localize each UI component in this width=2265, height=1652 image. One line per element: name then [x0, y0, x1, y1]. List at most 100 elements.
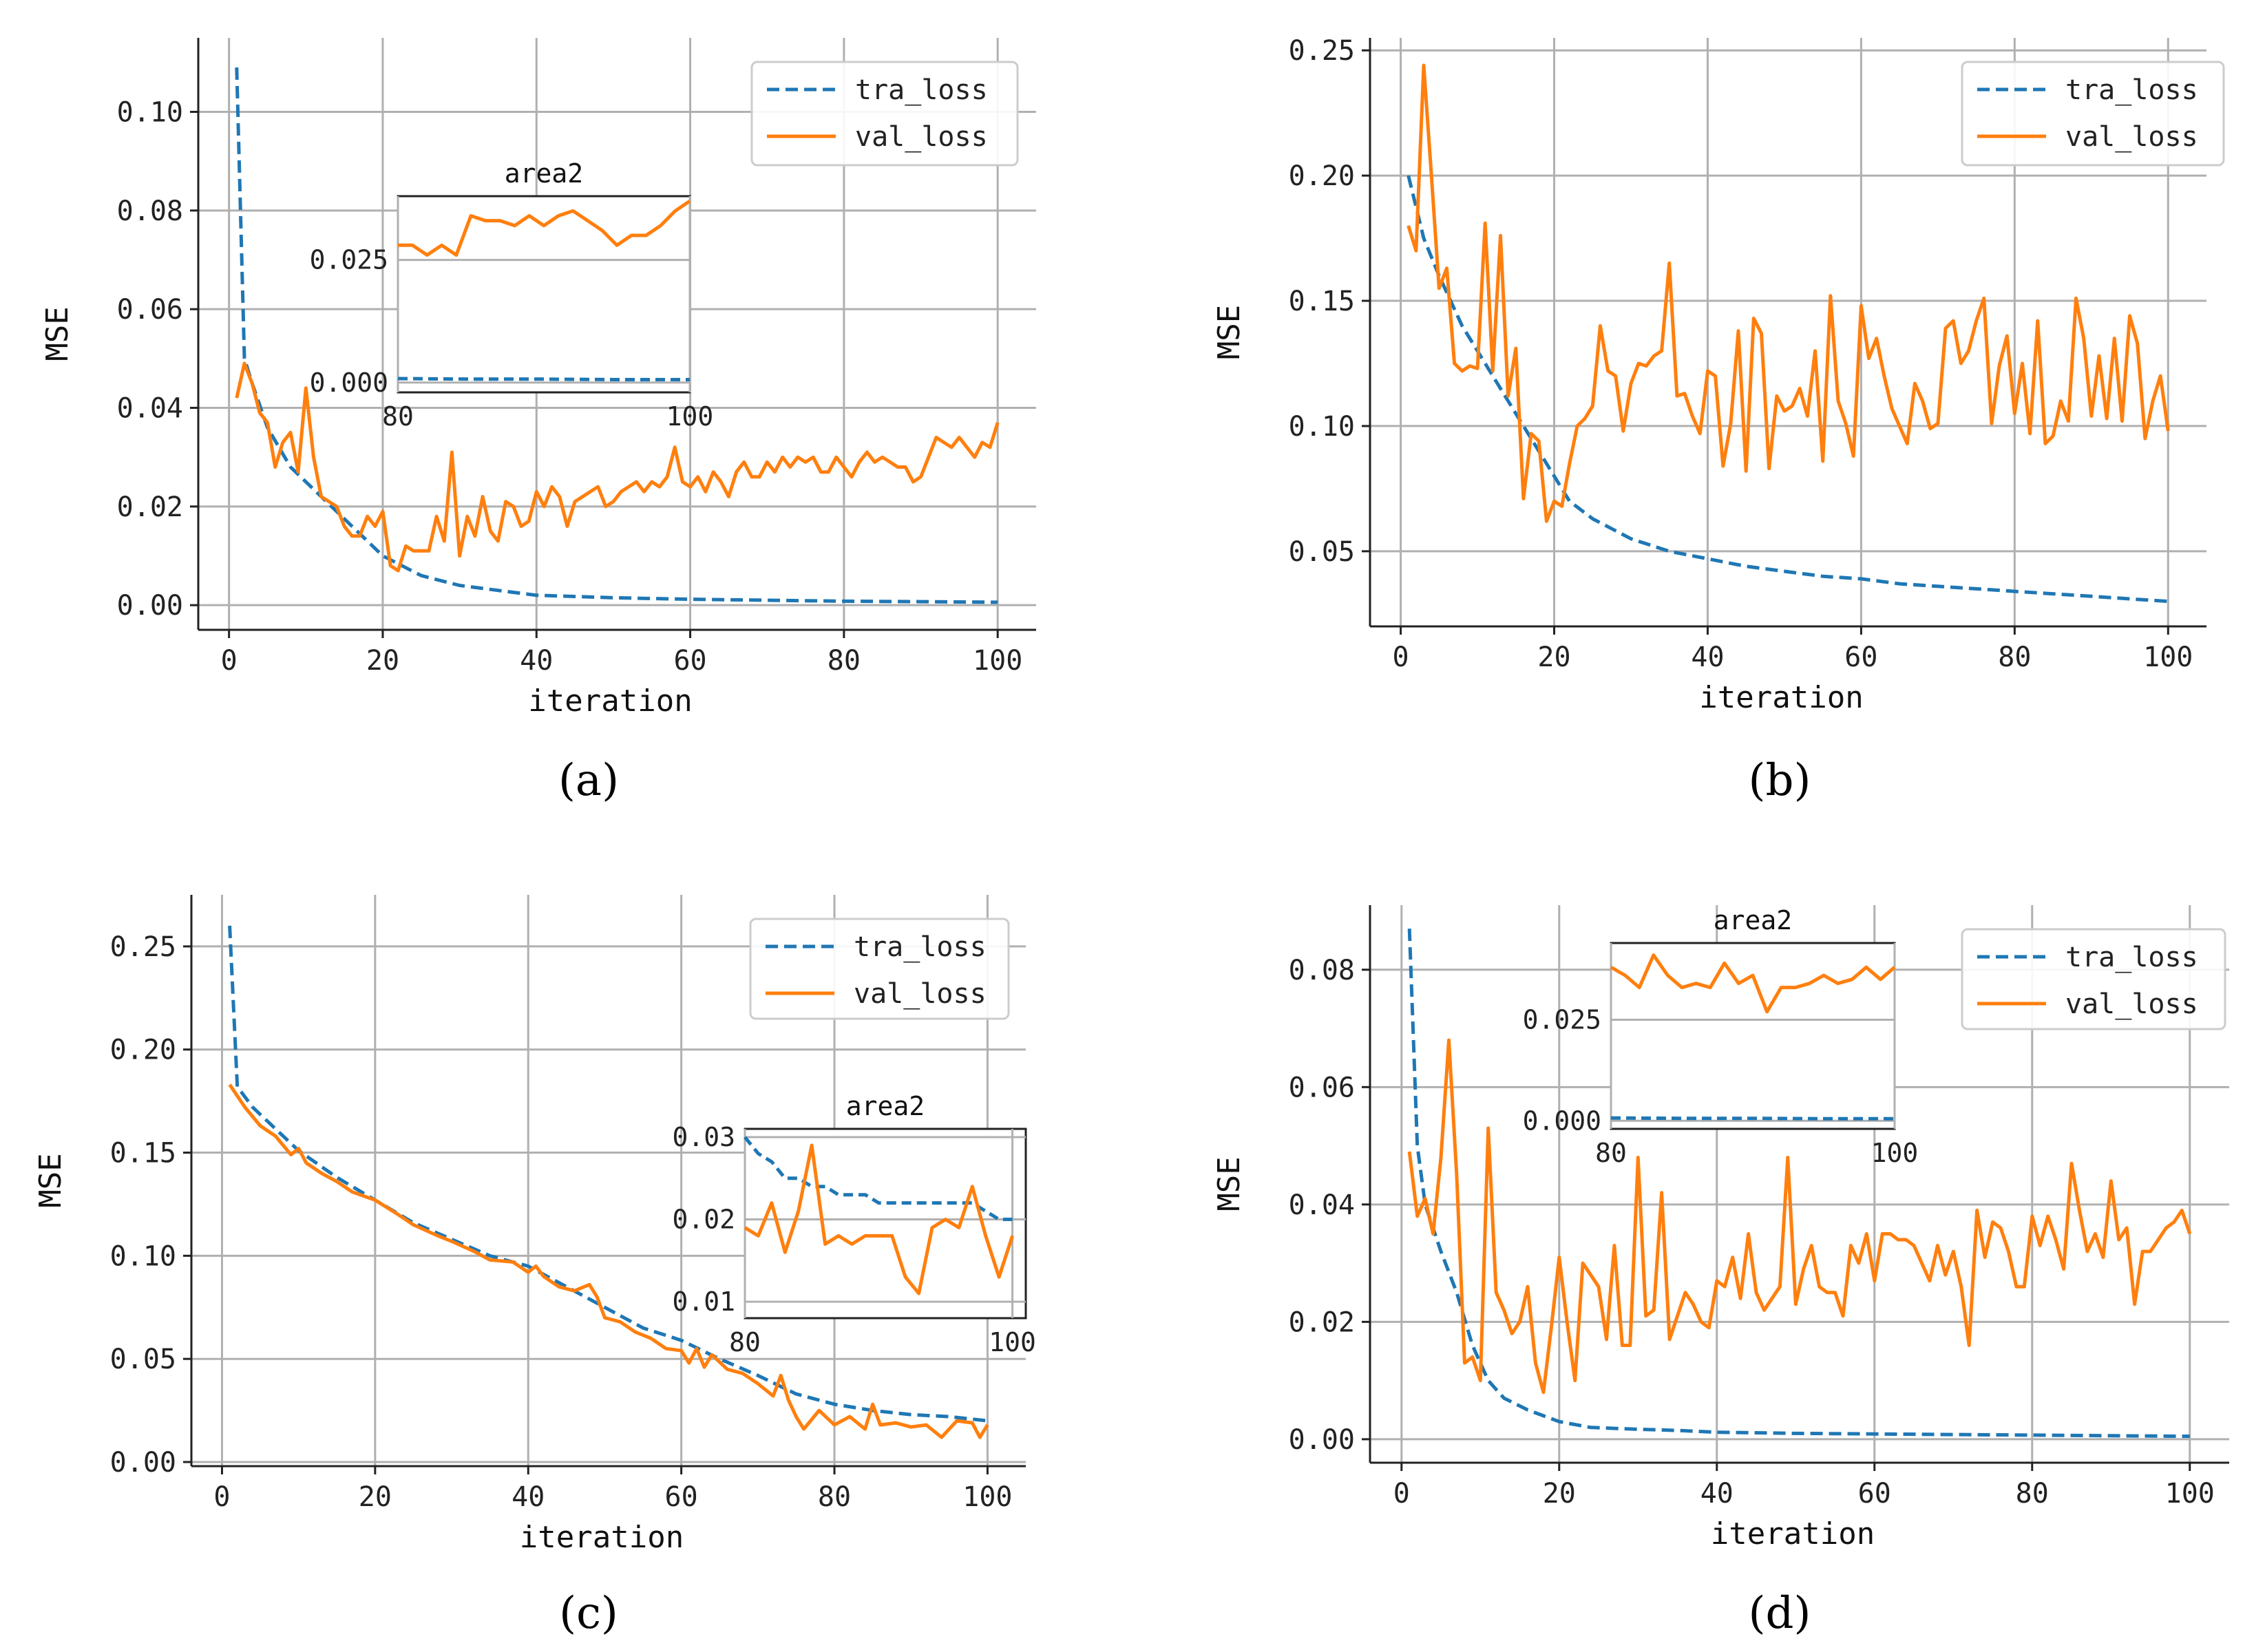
panel-c: 0 20 40 60 80 100 0.00 0.05 0.10 0.15 0.20 0.25 iter…	[33, 895, 1036, 1639]
y-tick-label: 0.02	[117, 491, 183, 523]
series-line-val-loss	[1407, 63, 2170, 523]
legend-label: val_loss	[855, 121, 988, 153]
inset-x-tick-label: 80	[1595, 1138, 1627, 1168]
inset-x-tick-label: 100	[666, 401, 714, 432]
inset-y-tick-label: 0.03	[672, 1122, 735, 1152]
x-tick-label: 40	[520, 645, 553, 677]
y-tick-label: 0.25	[110, 931, 176, 963]
inset-x-tick-label: 100	[1871, 1138, 1919, 1168]
y-tick-label: 0.25	[1289, 35, 1355, 67]
x-tick-label: 80	[818, 1481, 851, 1513]
inset-frame	[1610, 942, 1896, 1130]
x-tick-label: 40	[1700, 1478, 1734, 1510]
y-axis-label: MSE	[33, 1153, 68, 1207]
y-tick-label: 0.15	[110, 1138, 176, 1169]
series-line-tra-loss	[1407, 175, 2169, 604]
y-tick-label: 0.20	[1289, 160, 1355, 192]
y-tick-label: 0.10	[1289, 411, 1355, 443]
inset-frame	[397, 195, 691, 394]
inset-series-line-tra-loss	[397, 377, 690, 381]
panel-a: 0 20 40 60 80 100 0.00 0.02 0.04 0.06 0.08 0.10 iter…	[40, 38, 1036, 806]
legend-label: tra_loss	[2065, 942, 2198, 973]
y-tick-label: 0.04	[1289, 1189, 1355, 1221]
x-tick-label: 60	[1844, 642, 1877, 673]
inset-area2: 80 100 0.000 0.025 area2	[1523, 905, 1919, 1168]
x-tick-label: 100	[962, 1481, 1012, 1513]
y-tick-label: 0.08	[117, 195, 183, 227]
y-axis-label: MSE	[1212, 1156, 1247, 1211]
x-tick-label: 80	[1998, 642, 2031, 673]
panel-d: 0 20 40 60 80 100 0.00 0.02 0.04 0.06 0.08 iteratio…	[1212, 905, 2229, 1639]
y-tick-label: 0.20	[110, 1035, 176, 1066]
y-tick-label: 0.05	[1289, 536, 1355, 568]
series-line-val-loss	[228, 1083, 989, 1439]
x-tick-label: 60	[1858, 1478, 1891, 1510]
inset-y-tick-label: 0.01	[672, 1286, 735, 1317]
panel-label: (b)	[1749, 755, 1811, 806]
x-tick-label: 40	[512, 1481, 545, 1513]
inset-series-line-tra-loss	[1610, 1116, 1895, 1121]
y-tick-label: 0.15	[1289, 286, 1355, 317]
y-tick-label: 0.06	[117, 294, 183, 326]
series-line-val-loss	[1407, 1038, 2192, 1395]
y-axis-label: MSE	[1212, 305, 1247, 359]
x-axis-label: iteration	[1699, 680, 1863, 715]
y-tick-label: 0.00	[1289, 1424, 1355, 1456]
y-axis-label: MSE	[40, 306, 75, 361]
x-tick-label: 80	[828, 645, 861, 677]
x-tick-label: 80	[2016, 1478, 2049, 1510]
y-tick-label: 0.05	[110, 1344, 176, 1375]
x-tick-label: 40	[1691, 642, 1724, 673]
inset-x-tick-label: 100	[989, 1327, 1036, 1357]
x-tick-label: 100	[2143, 642, 2193, 673]
x-tick-label: 20	[366, 645, 399, 677]
inset-x-tick-label: 80	[382, 401, 414, 432]
legend-label: val_loss	[2065, 121, 2198, 153]
inset-y-tick-label: 0.02	[672, 1205, 735, 1235]
x-tick-label: 20	[359, 1481, 392, 1513]
series-line-tra-loss	[228, 925, 988, 1423]
legend-box	[750, 61, 1019, 167]
inset-y-tick-label: 0.025	[310, 245, 388, 275]
inset-series-line-val-loss	[1610, 953, 1896, 1014]
x-tick-label: 0	[1393, 1478, 1410, 1510]
x-tick-label: 20	[1537, 642, 1570, 673]
inset-x-tick-label: 80	[729, 1327, 761, 1357]
legend-label: val_loss	[854, 978, 987, 1010]
inset-area2: 80 100 0.000 0.025 area2	[310, 158, 714, 432]
panel-label: (d)	[1749, 1588, 1811, 1639]
inset-y-tick-label: 0.000	[310, 368, 388, 398]
legend-label: tra_loss	[854, 931, 987, 963]
x-axis-label: iteration	[1711, 1516, 1875, 1552]
legend-label: tra_loss	[855, 74, 988, 106]
legend-box	[1961, 61, 2225, 167]
y-tick-label: 0.00	[110, 1447, 176, 1479]
panel-label: (a)	[558, 755, 619, 806]
y-tick-label: 0.08	[1289, 955, 1355, 986]
x-tick-label: 60	[673, 645, 706, 677]
x-tick-label: 0	[213, 1481, 230, 1513]
x-tick-label: 0	[221, 645, 238, 677]
inset-title: area2	[505, 158, 583, 189]
x-tick-label: 20	[1543, 1478, 1576, 1510]
x-tick-label: 100	[973, 645, 1022, 677]
series-line-tra-loss	[1407, 929, 2190, 1439]
x-axis-label: iteration	[528, 684, 692, 719]
legend-label: tra_loss	[2065, 74, 2198, 106]
inset-area2: 80 100 0.01 0.02 0.03 area2	[672, 1091, 1035, 1357]
x-tick-label: 0	[1393, 642, 1409, 673]
inset-series-line-val-loss	[398, 200, 691, 257]
y-tick-label: 0.00	[117, 590, 183, 622]
inset-frame	[744, 1127, 1027, 1320]
panel-b: 0 20 40 60 80 100 0.05 0.10 0.15 0.20 0.25 iteratio…	[1212, 35, 2225, 806]
panel-label: (c)	[559, 1588, 618, 1639]
inset-y-tick-label: 0.025	[1523, 1005, 1601, 1035]
y-tick-label: 0.10	[110, 1240, 176, 1272]
y-tick-label: 0.06	[1289, 1072, 1355, 1103]
y-tick-label: 0.02	[1289, 1306, 1355, 1338]
x-axis-label: iteration	[520, 1520, 684, 1555]
y-tick-label: 0.10	[117, 97, 183, 129]
series-line-val-loss	[235, 361, 1000, 573]
inset-y-tick-label: 0.000	[1523, 1105, 1601, 1136]
